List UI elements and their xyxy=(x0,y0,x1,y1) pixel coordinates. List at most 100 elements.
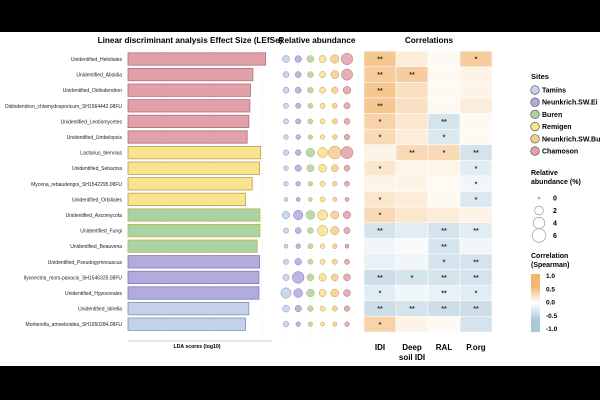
abundance-bubble xyxy=(282,273,290,281)
abundance-bubble xyxy=(306,288,315,298)
color-scale-segment xyxy=(531,303,540,305)
abundance-bubble xyxy=(330,210,340,220)
legend: Sites Tamins Neunkrich.SW.Ei Buren Remigen Ne… xyxy=(530,72,600,333)
significance-mark: * xyxy=(443,259,446,266)
correlation-cell xyxy=(459,316,493,333)
significance-mark: ** xyxy=(377,88,383,95)
site-label: Neunkrich.SW.Ei xyxy=(542,100,598,107)
size-legend-circle xyxy=(532,216,546,230)
color-scale-segment xyxy=(531,289,540,292)
abundance-bubble xyxy=(319,118,326,125)
lda-bar xyxy=(127,239,258,253)
significance-mark: ** xyxy=(473,150,479,157)
significance-mark: ** xyxy=(441,291,447,298)
abundance-bubble xyxy=(294,305,302,313)
color-scale-segment xyxy=(531,323,540,325)
abundance-bubble xyxy=(344,197,350,202)
significance-mark: * xyxy=(379,197,382,204)
lda-bar xyxy=(127,146,262,160)
significance-mark: ** xyxy=(441,228,447,235)
abundance-bubble xyxy=(343,211,351,219)
taxon-label: Unidentified_Umbelopsis xyxy=(67,135,123,141)
color-scale-segment xyxy=(531,300,540,302)
color-scale-segment xyxy=(531,317,540,320)
abundance-bubble xyxy=(340,146,354,159)
abundance-bubble xyxy=(306,55,315,63)
correlation-cell xyxy=(459,128,493,146)
significance-mark: ** xyxy=(473,228,479,235)
color-scale-segment xyxy=(531,314,540,317)
abundance-bubble xyxy=(317,209,328,221)
color-legend-title: Correlation xyxy=(531,253,568,260)
color-scale-segment xyxy=(531,326,540,328)
abundance-bubble xyxy=(331,118,338,125)
taxon-label: Unidentified_Absidia xyxy=(76,73,122,79)
lda-bar xyxy=(127,223,261,238)
correlation-cell xyxy=(395,128,429,146)
significance-mark: ** xyxy=(441,275,447,282)
correlation-cell xyxy=(427,316,461,333)
abundance-bubble xyxy=(294,164,302,172)
abundance-bubble xyxy=(293,210,304,220)
taxa-labels: Unidentified_Helotiales Unidentified_Absi… xyxy=(5,57,123,328)
abundance-title: Relative abundance xyxy=(279,36,356,45)
abundance-bubble xyxy=(344,243,350,249)
color-scale-segment xyxy=(531,284,540,286)
taxon-label: Unidentified_Orbiliales xyxy=(72,197,123,203)
significance-mark: * xyxy=(411,275,414,282)
abundance-bubble xyxy=(306,273,315,282)
site-swatch xyxy=(530,85,540,95)
abundance-bubble xyxy=(294,227,302,234)
color-scale-tick: -0.5 xyxy=(546,313,558,320)
abundance-bubble xyxy=(307,181,313,187)
abundance-bubble xyxy=(328,145,342,160)
size-legend-title: abundance (%) xyxy=(531,179,581,186)
correlation-cell xyxy=(395,50,429,68)
color-scale-tick: 0.0 xyxy=(546,300,555,307)
abundance-bubble xyxy=(318,55,327,63)
size-legend-label: 2 xyxy=(553,208,557,215)
abundance-bubble xyxy=(295,181,301,187)
correlation-cell xyxy=(363,144,397,161)
lda-bar xyxy=(127,208,261,222)
correlation-cell xyxy=(363,175,397,192)
abundance-bubble xyxy=(295,197,301,202)
lda-bar xyxy=(127,161,261,175)
abundance-bubble xyxy=(344,258,350,265)
color-scale-segment xyxy=(531,308,540,311)
color-scale-tick: 0.5 xyxy=(546,286,555,293)
significance-mark: * xyxy=(443,150,446,157)
lda-bar xyxy=(127,130,248,144)
correlation-cell xyxy=(427,97,461,114)
correlation-cell xyxy=(395,316,429,333)
abundance-bubble xyxy=(282,71,290,78)
abundance-bubble xyxy=(307,71,314,78)
abundance-bubble xyxy=(294,55,302,63)
taxon-label: Mortierella_amoeboidea_SH1650284.08FU xyxy=(26,322,123,328)
color-scale-tick: -1.0 xyxy=(546,326,558,333)
correlation-cell xyxy=(395,238,429,255)
abundance-bubble xyxy=(332,321,338,327)
color-scale-segment xyxy=(531,279,540,282)
significance-mark: ** xyxy=(409,150,415,157)
color-scale-segment xyxy=(531,307,540,309)
abundance-bubble xyxy=(331,102,338,109)
taxon-label: Unidentified_Beauveria xyxy=(70,244,122,250)
significance-mark: * xyxy=(475,197,478,204)
abundance-bubble xyxy=(283,197,289,202)
significance-mark: * xyxy=(475,57,478,64)
abundance-bubble xyxy=(307,243,314,250)
abundance-bubble xyxy=(320,134,326,140)
taxon-label: Unidentified_Idriella xyxy=(78,307,122,313)
taxon-label: Unidentified_Leotiomycetes xyxy=(61,119,123,125)
taxon-label: Ilyonectria_mors-panacis_SH1546325.08FU xyxy=(24,275,123,281)
color-scale-segment xyxy=(531,330,540,333)
lda-bar xyxy=(127,99,251,113)
abundance-bubble xyxy=(282,304,290,313)
abundance-bubble xyxy=(343,305,351,312)
abundance-bubble xyxy=(307,305,314,312)
color-scale-segment xyxy=(531,281,540,283)
abundance-bubble xyxy=(307,134,313,140)
abundance-bubble xyxy=(307,118,314,125)
abundance-bubble xyxy=(342,86,352,95)
